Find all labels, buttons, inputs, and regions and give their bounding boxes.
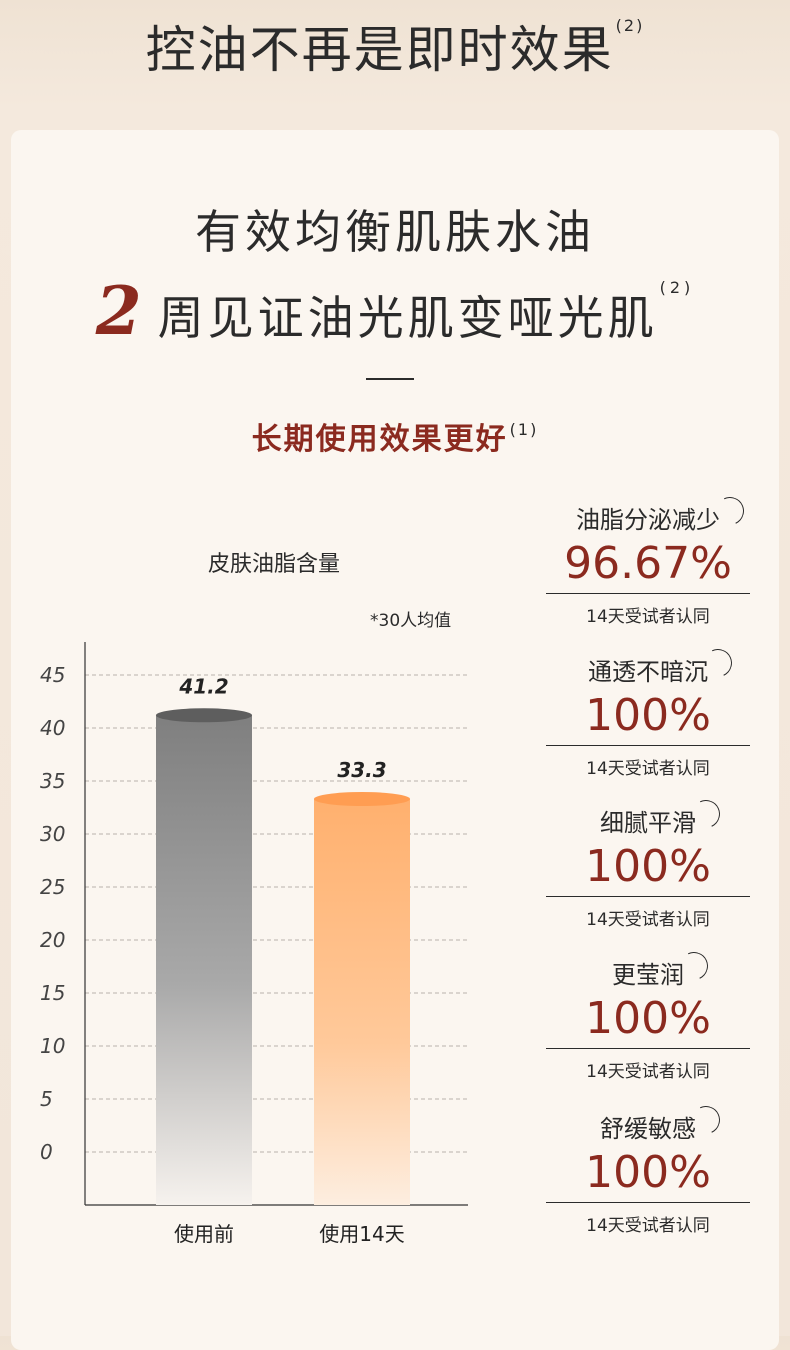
stat-item: 油脂分泌减少 96.67% 14天受试者认同	[546, 493, 750, 627]
bar-chart: 0 5 10 15 20 25 30 35 40 45 41.2 使用前 33.3 使用14天	[40, 642, 468, 1246]
stat-label-text: 更莹润	[612, 961, 684, 989]
title-footnote: (2)	[615, 16, 645, 35]
stat-label-text: 舒缓敏感	[600, 1115, 696, 1143]
stat-label: 油脂分泌减少	[576, 493, 748, 537]
y-tick-label: 35	[40, 769, 65, 793]
page-title-text: 控油不再是即时效果	[145, 21, 614, 79]
bar-cap-2	[314, 792, 410, 807]
stat-footnote: 14天受试者认同	[586, 607, 710, 627]
stat-value: 100%	[546, 992, 750, 1049]
chart-title: 皮肤油脂含量	[208, 552, 341, 577]
x-tick-label: 使用前	[174, 1222, 234, 1246]
x-tick-label: 使用14天	[319, 1222, 404, 1246]
stat-label: 细腻平滑	[600, 796, 724, 840]
stat-footnote: 14天受试者认同	[586, 1062, 710, 1082]
stat-label: 通透不暗沉	[588, 645, 736, 689]
stat-value: 100%	[546, 1146, 750, 1203]
y-tick-label: 40	[40, 716, 65, 740]
stat-item: 舒缓敏感 100% 14天受试者认同	[546, 1102, 750, 1236]
headline-number: 2	[95, 272, 146, 350]
stat-label-text: 油脂分泌减少	[576, 506, 720, 534]
chart-note: *30人均值	[370, 611, 452, 631]
data-label: 33.3	[337, 758, 386, 782]
y-tick-label: 5	[40, 1087, 53, 1111]
headline-line2: 2 周见证油光肌变哑光肌(2)	[0, 272, 790, 350]
stat-value: 96.67%	[546, 537, 750, 594]
stat-footnote: 14天受试者认同	[586, 1216, 710, 1236]
subheading-footnote: (1)	[509, 420, 539, 439]
bar-1	[156, 715, 252, 1205]
stat-item: 细腻平滑 100% 14天受试者认同	[546, 796, 750, 930]
y-tick-label: 45	[40, 663, 65, 687]
headline-footnote: (2)	[659, 278, 695, 297]
data-label: 41.2	[178, 674, 228, 698]
bar-2	[314, 799, 410, 1205]
subheading: 长期使用效果更好 (1)	[0, 414, 790, 458]
stat-footnote: 14天受试者认同	[586, 910, 710, 930]
stat-label-text: 细腻平滑	[600, 809, 696, 837]
page-title: 控油不再是即时效果 (2)	[0, 10, 790, 82]
stat-value: 100%	[546, 689, 750, 746]
stat-item: 更莹润 100% 14天受试者认同	[546, 948, 750, 1082]
y-tick-label: 10	[40, 1034, 65, 1058]
subheading-text: 长期使用效果更好	[251, 422, 508, 457]
divider	[366, 378, 414, 380]
bar-cap-1	[156, 708, 252, 723]
y-tick-label: 30	[40, 822, 65, 846]
stat-label: 更莹润	[612, 948, 712, 992]
y-tick-label: 0	[40, 1140, 53, 1164]
stat-footnote: 14天受试者认同	[586, 759, 710, 779]
stat-label-text: 通透不暗沉	[588, 658, 708, 686]
stat-item: 通透不暗沉 100% 14天受试者认同	[546, 645, 750, 779]
headline-line2-text: 周见证油光肌变哑光肌	[157, 291, 658, 345]
y-tick-label: 20	[40, 928, 65, 952]
y-tick-label: 15	[40, 981, 65, 1005]
stat-label: 舒缓敏感	[600, 1102, 724, 1146]
headline-line1: 有效均衡肌肤水油	[195, 205, 595, 259]
stat-value: 100%	[546, 840, 750, 897]
y-tick-label: 25	[40, 875, 65, 899]
